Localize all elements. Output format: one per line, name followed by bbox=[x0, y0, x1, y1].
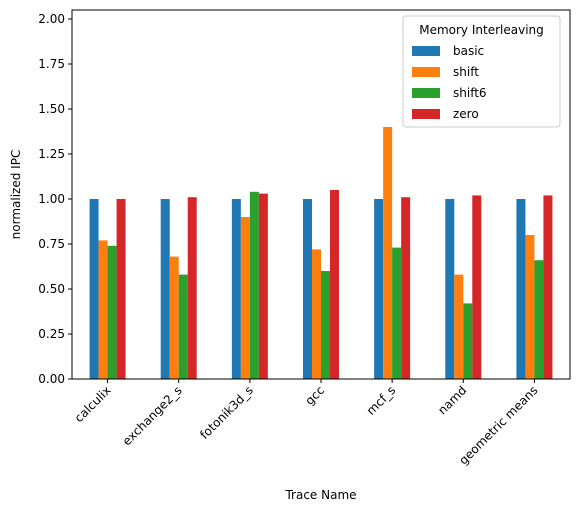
bar-shift6-geometric-means bbox=[534, 260, 543, 379]
bar-basic-mcf_s bbox=[374, 199, 383, 379]
bar-zero-geometric-means bbox=[543, 195, 552, 379]
bar-zero-exchange2_s bbox=[188, 197, 197, 379]
y-tick-label: 1.75 bbox=[38, 57, 65, 71]
legend-swatch-zero bbox=[412, 109, 440, 119]
legend-swatch-shift bbox=[412, 67, 440, 77]
bar-zero-calculix bbox=[117, 199, 126, 379]
y-tick-label: 0.50 bbox=[38, 282, 65, 296]
legend-label-shift6: shift6 bbox=[453, 86, 487, 100]
legend: Memory Interleaving basic shift shift6 zero bbox=[403, 16, 560, 127]
bar-basic-namd bbox=[445, 199, 454, 379]
legend-swatch-shift6 bbox=[412, 88, 440, 98]
bar-shift6-calculix bbox=[108, 246, 117, 379]
bar-shift-calculix bbox=[99, 240, 108, 379]
bar-zero-namd bbox=[472, 195, 481, 379]
bar-shift-fotonik3d_s bbox=[241, 217, 250, 379]
bar-zero-mcf_s bbox=[401, 197, 410, 379]
x-tick-label: namd bbox=[435, 383, 469, 417]
bar-shift6-fotonik3d_s bbox=[250, 192, 259, 379]
legend-label-shift: shift bbox=[453, 65, 479, 79]
x-tick-label: gcc bbox=[303, 383, 328, 408]
y-axis-label: normalized IPC bbox=[9, 150, 23, 240]
y-tick-label: 0.00 bbox=[38, 372, 65, 386]
x-tick-label: mcf_s bbox=[364, 383, 398, 417]
x-tick-label: exchange2_s bbox=[120, 383, 185, 448]
y-tick-label: 0.25 bbox=[38, 327, 65, 341]
y-axis: 0.00 0.25 0.50 0.75 1.00 1.25 1.50 1.75 2.00 bbox=[38, 12, 72, 386]
y-tick-label: 1.00 bbox=[38, 192, 65, 206]
y-tick-label: 0.75 bbox=[38, 237, 65, 251]
x-tick-label: calculix bbox=[72, 383, 114, 425]
y-tick-label: 2.00 bbox=[38, 12, 65, 26]
bar-shift-mcf_s bbox=[383, 127, 392, 379]
bar-basic-calculix bbox=[90, 199, 99, 379]
legend-label-basic: basic bbox=[453, 44, 484, 58]
bar-zero-fotonik3d_s bbox=[259, 194, 268, 379]
legend-swatch-basic bbox=[412, 46, 440, 56]
bar-shift6-exchange2_s bbox=[179, 275, 188, 379]
x-axis-label: Trace Name bbox=[284, 488, 356, 502]
bar-shift6-namd bbox=[463, 303, 472, 379]
bar-basic-exchange2_s bbox=[161, 199, 170, 379]
bar-basic-geometric-means bbox=[516, 199, 525, 379]
bar-shift-gcc bbox=[312, 249, 321, 379]
bar-shift6-gcc bbox=[321, 271, 330, 379]
legend-label-zero: zero bbox=[453, 107, 479, 121]
bar-shift-geometric-means bbox=[525, 235, 534, 379]
bar-shift6-mcf_s bbox=[392, 248, 401, 379]
x-axis: calculix exchange2_s fotonik3d_s gcc mcf_s na… bbox=[72, 379, 541, 467]
legend-title: Memory Interleaving bbox=[419, 23, 544, 37]
bar-basic-gcc bbox=[303, 199, 312, 379]
y-tick-label: 1.25 bbox=[38, 147, 65, 161]
bar-basic-fotonik3d_s bbox=[232, 199, 241, 379]
bar-shift-namd bbox=[454, 275, 463, 379]
bar-shift-exchange2_s bbox=[170, 257, 179, 379]
x-tick-label: fotonik3d_s bbox=[197, 383, 256, 442]
bar-zero-gcc bbox=[330, 190, 339, 379]
y-tick-label: 1.50 bbox=[38, 102, 65, 116]
x-tick-label: geometric means bbox=[456, 383, 540, 467]
bars-layer bbox=[90, 127, 553, 379]
